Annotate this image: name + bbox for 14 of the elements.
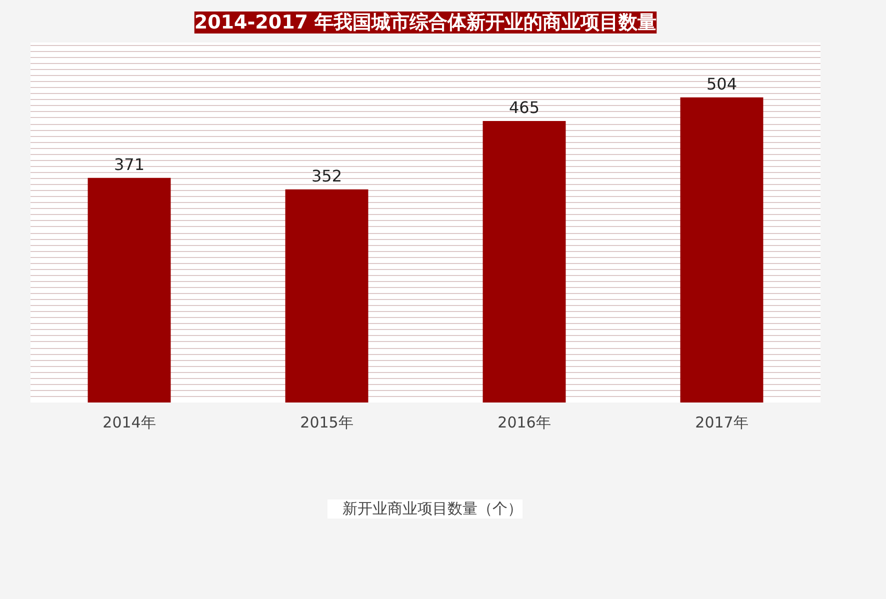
text: 新开业商业项目数量（个） <box>342 500 522 518</box>
data-label: 352 <box>311 166 342 186</box>
x-tick-label: 2014年 <box>102 414 156 432</box>
bar <box>482 121 566 402</box>
chart-title: 2014-2017 年我国城市综合体新开业的商业项目数量 <box>194 12 657 34</box>
data-label: 371 <box>114 154 145 174</box>
x-tick-label: 2017年 <box>695 414 748 432</box>
x-tick-label: 2015年 <box>300 414 354 432</box>
x-tick-label: 2016年 <box>498 414 551 432</box>
bar <box>285 189 368 402</box>
data-label: 465 <box>508 98 540 118</box>
bar <box>88 178 171 402</box>
bar <box>680 97 764 402</box>
data-label: 504 <box>706 74 738 94</box>
